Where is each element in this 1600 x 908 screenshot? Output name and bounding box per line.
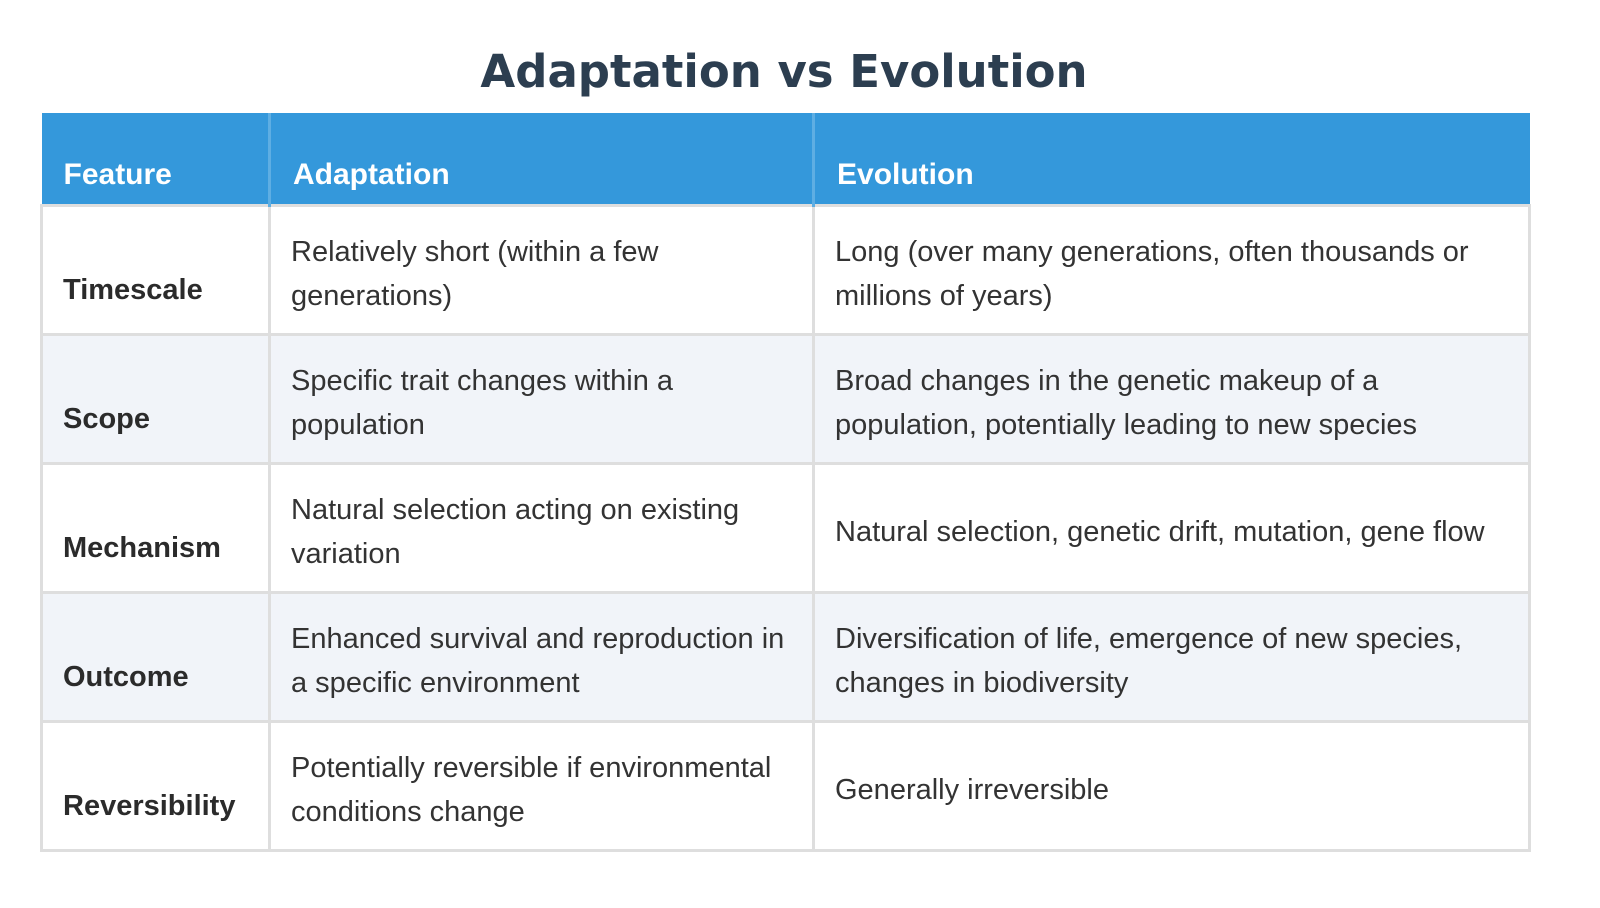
evolution-cell: Long (over many generations, often thous… bbox=[812, 203, 1531, 336]
table-row: Scope Specific trait changes within a po… bbox=[40, 332, 1531, 465]
adaptation-cell: Specific trait changes within a populati… bbox=[268, 332, 815, 465]
evolution-cell: Natural selection, genetic drift, mutati… bbox=[812, 461, 1531, 594]
table-row: Mechanism Natural selection acting on ex… bbox=[40, 461, 1531, 594]
comparison-table: Feature Adaptation Evolution Timescale R… bbox=[40, 113, 1531, 852]
feature-cell: Reversibility bbox=[40, 719, 271, 852]
adaptation-cell: Relatively short (within a few generatio… bbox=[268, 203, 815, 336]
header-row: Feature Adaptation Evolution bbox=[41, 113, 1530, 205]
table-body: Timescale Relatively short (within a few… bbox=[40, 203, 1531, 852]
feature-cell: Outcome bbox=[40, 590, 271, 723]
header-adaptation: Adaptation bbox=[268, 113, 814, 205]
table-row: Reversibility Potentially reversible if … bbox=[40, 719, 1531, 852]
adaptation-cell: Enhanced survival and reproduction in a … bbox=[268, 590, 815, 723]
feature-cell: Timescale bbox=[40, 203, 271, 336]
adaptation-cell: Potentially reversible if environmental … bbox=[268, 719, 815, 852]
table-row: Outcome Enhanced survival and reproducti… bbox=[40, 590, 1531, 723]
table-row: Timescale Relatively short (within a few… bbox=[40, 203, 1531, 336]
adaptation-cell: Natural selection acting on existing var… bbox=[268, 461, 815, 594]
table-header: Feature Adaptation Evolution bbox=[41, 113, 1530, 205]
header-evolution: Evolution bbox=[812, 113, 1530, 205]
feature-cell: Scope bbox=[40, 332, 271, 465]
evolution-cell: Broad changes in the genetic makeup of a… bbox=[812, 332, 1531, 465]
header-feature: Feature bbox=[41, 113, 270, 205]
evolution-cell: Diversification of life, emergence of ne… bbox=[812, 590, 1531, 723]
evolution-cell: Generally irreversible bbox=[812, 719, 1531, 852]
page-title: Adaptation vs Evolution bbox=[480, 45, 1088, 98]
feature-cell: Mechanism bbox=[40, 461, 271, 594]
